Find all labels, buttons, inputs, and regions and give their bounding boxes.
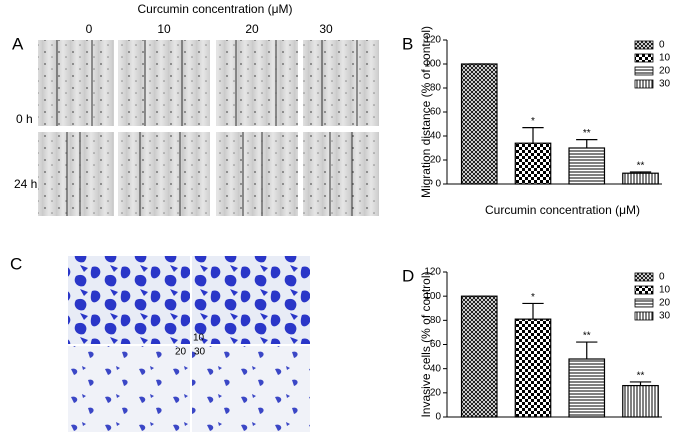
micrographs	[38, 40, 379, 216]
legend-label: 0	[659, 272, 665, 283]
legend-label: 10	[659, 53, 671, 64]
bar	[460, 295, 498, 418]
legend-swatch	[634, 66, 654, 76]
significance: **	[583, 128, 591, 139]
column-label: 30	[319, 22, 333, 36]
image-label: 30	[194, 347, 206, 358]
row-label: 0 h	[16, 112, 33, 126]
y-tick-label: 20	[430, 387, 442, 398]
legend-swatch	[634, 79, 654, 89]
y-tick-label: 20	[430, 155, 442, 166]
legend-swatch	[634, 272, 654, 282]
row-label: 24 h	[14, 177, 37, 191]
y-tick-label: 120	[424, 35, 441, 46]
significance: **	[637, 371, 645, 382]
column-label: 0	[86, 22, 93, 36]
y-tick-label: 80	[430, 315, 442, 326]
legend-swatch	[634, 53, 654, 63]
legend-label: 20	[659, 298, 671, 309]
y-axis-label: Invasive cells (% of control)	[419, 271, 433, 417]
bar	[622, 384, 659, 418]
image-label: 20	[175, 347, 187, 358]
bar	[514, 318, 552, 418]
y-tick-label: 100	[424, 59, 441, 70]
bar	[460, 63, 498, 185]
legend-swatch	[634, 298, 654, 308]
image-label: 10	[193, 333, 205, 344]
significance: **	[637, 161, 645, 172]
legend-label: 30	[659, 79, 671, 90]
y-tick-label: 40	[430, 131, 442, 142]
panel-title: Curcumin concentration (μM)	[138, 2, 293, 16]
y-tick-label: 60	[430, 107, 442, 118]
significance: **	[583, 331, 591, 342]
legend-label: 10	[659, 285, 671, 296]
y-tick-label: 100	[424, 291, 441, 302]
legend-swatch	[634, 311, 654, 321]
legend-swatch	[634, 285, 654, 295]
bar	[568, 147, 606, 185]
panel-label: B	[402, 34, 413, 53]
bar	[622, 172, 659, 185]
y-tick-label: 0	[435, 179, 441, 190]
panel-label: C	[10, 254, 22, 273]
legend-label: 20	[659, 66, 671, 77]
y-axis-label: Migration distance (% of control)	[419, 26, 433, 198]
y-tick-label: 60	[430, 339, 442, 350]
column-label: 20	[245, 22, 259, 36]
stained-images	[68, 256, 310, 432]
legend-swatch	[634, 40, 654, 50]
significance: *	[531, 292, 535, 303]
panel-label: A	[12, 34, 24, 53]
y-tick-label: 0	[435, 412, 441, 423]
bar	[514, 142, 552, 185]
y-tick-label: 80	[430, 83, 442, 94]
x-axis-label: Curcumin concentration (μM)	[485, 203, 640, 217]
legend-label: 30	[659, 311, 671, 322]
bar	[568, 358, 606, 418]
legend-label: 0	[659, 40, 665, 51]
panel-label: D	[402, 266, 414, 285]
y-tick-label: 120	[424, 267, 441, 278]
y-tick-label: 40	[430, 363, 442, 374]
significance: *	[531, 116, 535, 127]
column-label: 10	[157, 22, 171, 36]
